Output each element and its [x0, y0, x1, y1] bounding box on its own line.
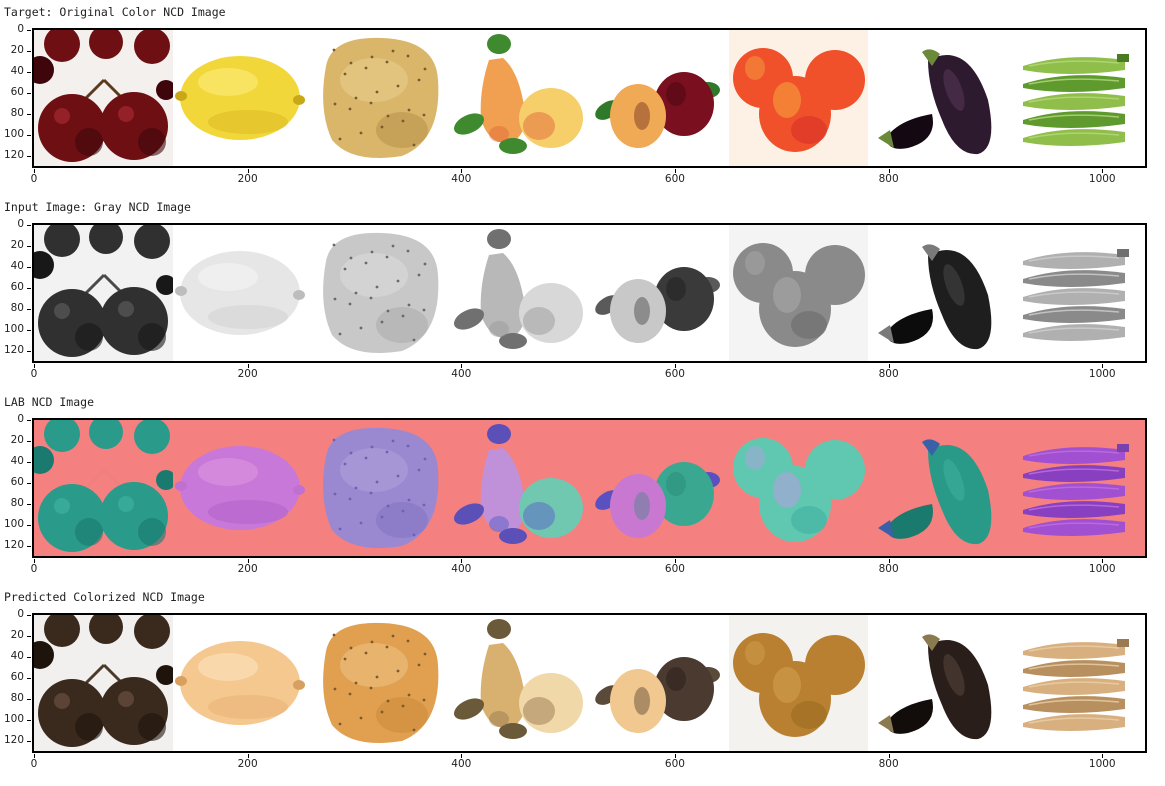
y-tick-label: 120	[3, 148, 31, 161]
x-tick-label: 200	[228, 169, 268, 185]
y-tick-label: 20	[2, 434, 31, 446]
tile-peaches	[729, 420, 868, 556]
y-tick-label: 60	[2, 476, 31, 488]
y-tick-label: 0	[2, 23, 31, 35]
tile-okra	[1007, 615, 1145, 751]
y-tick-label: 0	[2, 608, 31, 620]
x-tick-label: 400	[441, 169, 481, 185]
tile-eggplants	[868, 615, 1007, 751]
image-strip	[32, 28, 1147, 168]
x-tick-label: 1000	[1082, 754, 1122, 770]
tile-eggplants	[868, 420, 1007, 556]
y-tick-label: 60	[2, 86, 31, 98]
tile-potato	[312, 30, 451, 166]
x-tick-label: 800	[869, 364, 909, 380]
x-tick-label: 200	[228, 754, 268, 770]
x-tick-label: 1000	[1082, 364, 1122, 380]
y-tick-label: 120	[3, 733, 31, 746]
tile-plums	[590, 30, 729, 166]
x-tick-label: 200	[228, 364, 268, 380]
y-tick-label: 80	[2, 302, 31, 314]
x-tick-label: 400	[441, 559, 481, 575]
y-tick-label: 0	[2, 413, 31, 425]
x-tick-label: 1000	[1082, 169, 1122, 185]
y-tick-label: 20	[2, 239, 31, 251]
y-tick-label: 0	[2, 218, 31, 230]
tile-cherries	[34, 420, 173, 556]
y-tick-label: 120	[3, 538, 31, 551]
tile-cherries	[34, 30, 173, 166]
y-tick-label: 80	[2, 692, 31, 704]
tile-pears	[451, 615, 590, 751]
x-tick-label: 400	[441, 364, 481, 380]
y-tick-label: 40	[2, 455, 31, 467]
tile-plums	[590, 615, 729, 751]
x-tick-label: 200	[228, 559, 268, 575]
x-tick-label: 1000	[1082, 559, 1122, 575]
row-title: Input Image: Gray NCD Image	[4, 200, 191, 214]
tile-potato	[312, 225, 451, 361]
tile-eggplants	[868, 30, 1007, 166]
tile-lemon	[173, 30, 312, 166]
tile-okra	[1007, 30, 1145, 166]
x-tick-label: 600	[655, 169, 695, 185]
tile-potato	[312, 420, 451, 556]
tile-plums	[590, 420, 729, 556]
row-title: LAB NCD Image	[4, 395, 95, 409]
tile-potato	[312, 615, 451, 751]
x-tick-label: 0	[14, 559, 54, 575]
x-tick-label: 0	[14, 169, 54, 185]
tile-lemon	[173, 615, 312, 751]
y-tick-label: 100	[3, 127, 31, 140]
tile-lemon	[173, 225, 312, 361]
x-tick-label: 600	[655, 754, 695, 770]
x-tick-label: 800	[869, 169, 909, 185]
tile-cherries	[34, 615, 173, 751]
y-tick-label: 20	[2, 44, 31, 56]
y-tick-label: 60	[2, 281, 31, 293]
image-strip	[32, 418, 1147, 558]
tile-peaches	[729, 30, 868, 166]
image-strip	[32, 223, 1147, 363]
row-title: Predicted Colorized NCD Image	[4, 590, 205, 604]
tile-eggplants	[868, 225, 1007, 361]
y-tick-label: 100	[3, 322, 31, 335]
tile-okra	[1007, 420, 1145, 556]
tile-pears	[451, 30, 590, 166]
tile-peaches	[729, 615, 868, 751]
tile-pears	[451, 225, 590, 361]
y-tick-label: 80	[2, 107, 31, 119]
y-tick-label: 60	[2, 671, 31, 683]
x-tick-label: 600	[655, 559, 695, 575]
y-tick-label: 120	[3, 343, 31, 356]
tile-pears	[451, 420, 590, 556]
x-tick-label: 400	[441, 754, 481, 770]
image-strip	[32, 613, 1147, 753]
y-tick-label: 40	[2, 260, 31, 272]
tile-plums	[590, 225, 729, 361]
x-tick-label: 0	[14, 364, 54, 380]
tile-peaches	[729, 225, 868, 361]
x-tick-label: 0	[14, 754, 54, 770]
tile-cherries	[34, 225, 173, 361]
y-tick-label: 100	[3, 712, 31, 725]
x-tick-label: 600	[655, 364, 695, 380]
y-tick-label: 80	[2, 497, 31, 509]
y-tick-label: 40	[2, 650, 31, 662]
y-tick-label: 40	[2, 65, 31, 77]
y-tick-label: 100	[3, 517, 31, 530]
tile-okra	[1007, 225, 1145, 361]
x-tick-label: 800	[869, 559, 909, 575]
x-tick-label: 800	[869, 754, 909, 770]
tile-lemon	[173, 420, 312, 556]
row-title: Target: Original Color NCD Image	[4, 5, 226, 19]
y-tick-label: 20	[2, 629, 31, 641]
